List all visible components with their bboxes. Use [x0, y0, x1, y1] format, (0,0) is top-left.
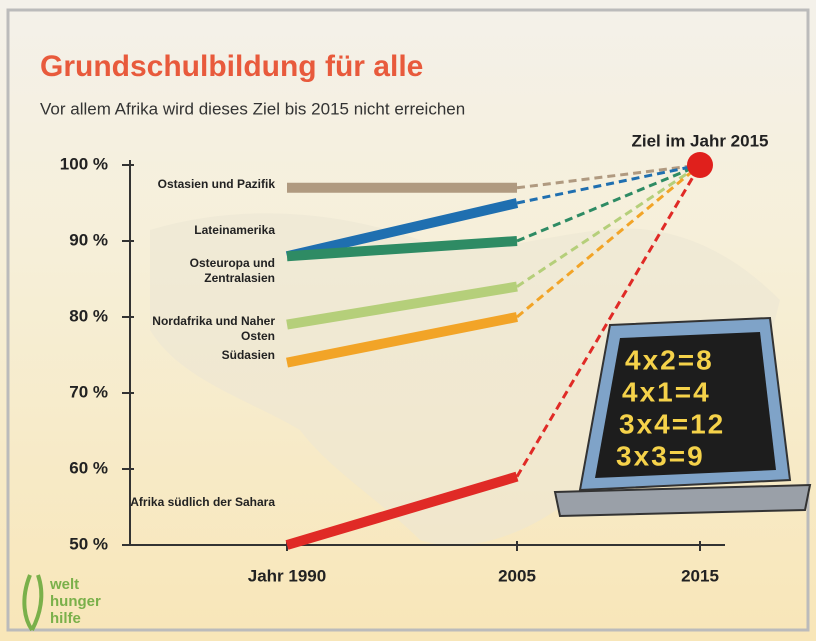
goal-label: Ziel im Jahr 2015: [631, 131, 768, 150]
board-text: 3x3=9: [616, 440, 705, 471]
goal-point: [687, 152, 713, 178]
chalkboard: [553, 316, 812, 518]
chart-title: Grundschulbildung für alle: [40, 50, 423, 83]
goal-connector: [516, 163, 701, 190]
subtitle: Vor allem Afrika wird dieses Ziel bis 20…: [40, 99, 465, 118]
board-text: 3x4=12: [619, 408, 725, 439]
series-label: Afrika südlich der Sahara: [130, 495, 275, 509]
x-tick-label: 2015: [681, 566, 719, 585]
y-tick-label: 60 %: [69, 458, 108, 477]
series-label: Osteuropa und Zentralasien: [189, 256, 275, 286]
board-text: 4x2=8: [625, 344, 714, 375]
logo-text: hunger: [50, 593, 101, 610]
logo-icon: [22, 574, 44, 632]
y-tick-label: 90 %: [69, 230, 108, 249]
y-tick-label: 50 %: [69, 534, 108, 553]
goal-connector: [515, 164, 702, 478]
series-label: Ostasien und Pazifik: [157, 176, 275, 191]
x-tick-label: 2005: [498, 566, 536, 585]
goal-connector: [516, 163, 701, 319]
series-line: [286, 312, 518, 368]
board-tray: [553, 483, 812, 518]
y-tick-label: 70 %: [69, 382, 108, 401]
board-text: 4x1=4: [622, 376, 711, 407]
y-tick-label: 100 %: [60, 154, 108, 173]
series-line: [286, 236, 518, 262]
series-line: [285, 471, 519, 550]
series-label: Nordafrika und Naher Osten: [152, 313, 275, 343]
series-line: [285, 198, 519, 262]
series-label: Südasien: [221, 347, 275, 362]
series-label: Lateinamerika: [194, 223, 275, 238]
board-surface: [595, 332, 776, 478]
y-tick-label: 80 %: [69, 306, 108, 325]
goal-connector: [516, 163, 701, 243]
logo-text: welt: [49, 576, 79, 593]
series-line: [286, 281, 518, 330]
logo-text: hilfe: [50, 610, 81, 627]
x-tick-label: Jahr 1990: [248, 566, 326, 585]
goal-connector: [516, 163, 701, 205]
goal-connector: [516, 163, 701, 288]
frame: [6, 8, 810, 632]
